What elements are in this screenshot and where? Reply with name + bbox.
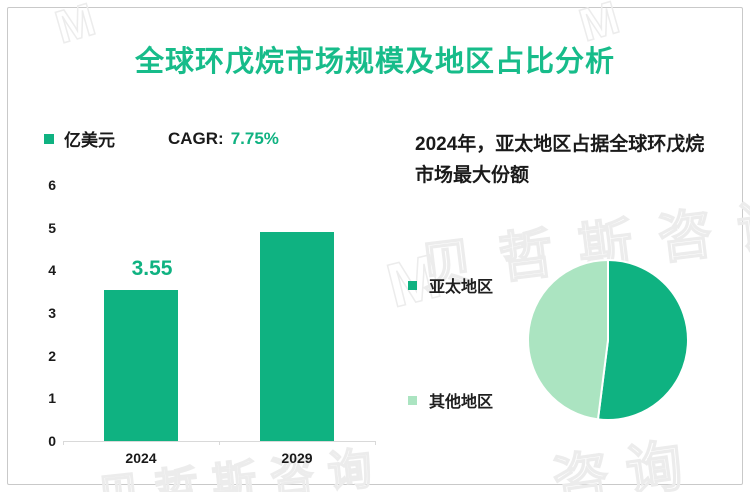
- pie-legend-swatch-icon: [408, 280, 417, 290]
- y-axis-tick-label: 1: [48, 390, 56, 407]
- pie-section-heading: 2024年，亚太地区占据全球环戊烷 市场最大份额: [415, 129, 735, 191]
- x-axis-tick-label: 2024: [125, 450, 157, 466]
- pie-heading-line-1: 2024年，亚太地区占据全球环戊烷: [415, 134, 705, 155]
- cagr-value: 7.75%: [230, 128, 279, 148]
- y-axis-tick-label: 4: [48, 262, 56, 279]
- y-axis-tick-label: 5: [48, 219, 56, 236]
- pie-legend-swatch-icon: [408, 395, 417, 405]
- y-axis-tick-label: 0: [48, 433, 56, 449]
- pie-slice-其他地区: [527, 258, 609, 421]
- pie-legend-label: 亚太地区: [429, 279, 494, 296]
- page-title: 全球环戊烷市场规模及地区占比分析: [134, 46, 615, 78]
- legend-unit-label: 亿美元: [64, 131, 115, 150]
- x-axis-tick-mark: [63, 441, 64, 445]
- y-axis-tick-label: 2: [48, 347, 56, 364]
- y-axis-tick-label: 6: [48, 177, 56, 193]
- x-axis-tick-label: 2029: [281, 450, 313, 466]
- pie-heading-line-2: 市场最大份额: [415, 165, 530, 186]
- pie-chart: [527, 258, 689, 421]
- bar-chart-legend: 亿美元 CAGR: 7.75%: [44, 126, 279, 151]
- bar-data-label: 3.55: [131, 256, 173, 280]
- bar-2024: [104, 289, 178, 441]
- bar-chart: 0 1 2 3 4 5 6 3.55 2024 2029: [48, 177, 376, 466]
- pie-legend-item-apac: 亚太地区: [408, 273, 493, 297]
- cagr-label: CAGR:: [168, 128, 224, 148]
- legend-swatch-icon: [44, 133, 54, 144]
- bar-2029: [260, 231, 334, 441]
- x-axis-tick-mark: [219, 441, 220, 445]
- card-border: [7, 7, 743, 485]
- x-axis-tick-mark: [375, 441, 376, 445]
- pie-legend-label: 其他地区: [429, 394, 494, 411]
- pie-legend-item-other: 其他地区: [408, 388, 493, 412]
- pie-slice-亚太地区: [596, 258, 689, 421]
- y-axis-tick-label: 3: [48, 305, 56, 321]
